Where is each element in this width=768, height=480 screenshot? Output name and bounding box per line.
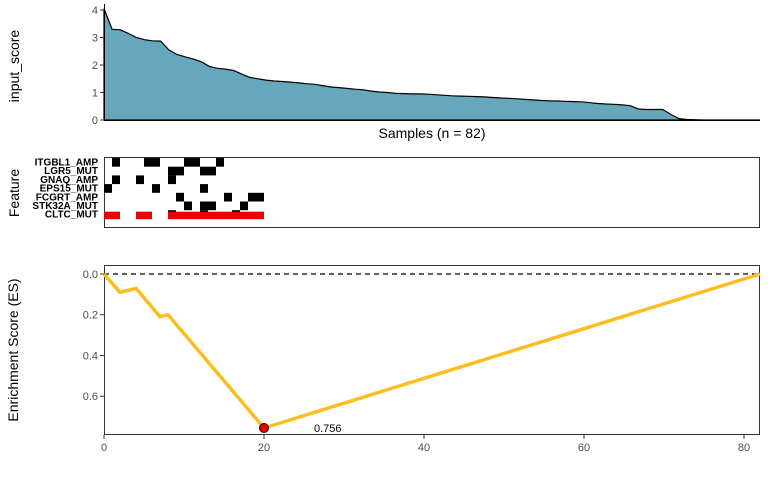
feature-hit-cell <box>176 166 184 176</box>
score-y-axis-title: input_score <box>6 30 22 103</box>
es-x-tick-label: 80 <box>738 442 750 454</box>
es-panel-frame <box>104 265 760 435</box>
feature-hit-cell <box>184 201 192 211</box>
feature-label: CLTC_MUT <box>45 210 98 221</box>
feature-labels: ITGBL1_AMPLGR5_MUTGNAQ_AMPEPS15_MUTFCGRT… <box>32 158 98 221</box>
feature-hit-cell <box>168 175 176 185</box>
feature-label: FCGRT_AMP <box>36 192 99 203</box>
es-ticks: 0.0 0.2 0.4 0.6 0 20 40 60 80 <box>83 269 750 454</box>
es-y-tick-label: 0.0 <box>83 269 98 281</box>
feature-hit-cell <box>136 175 144 185</box>
feature-highlight-cell <box>216 211 224 220</box>
feature-highlight-cell <box>136 211 144 220</box>
es-y-tick-label: 0.2 <box>83 310 98 322</box>
feature-hit-cell <box>200 166 208 176</box>
feature-highlight-cell <box>224 211 232 220</box>
feature-hit-cell <box>184 158 192 167</box>
feature-hit-cell <box>208 166 216 176</box>
es-x-tick-label: 40 <box>418 442 430 454</box>
es-x-tick-label: 60 <box>578 442 590 454</box>
feature-highlight-cell <box>184 211 192 220</box>
score-area <box>103 8 760 121</box>
feature-hit-cell <box>104 184 112 193</box>
es-x-tick-label: 0 <box>101 442 107 454</box>
feature-panel: ITGBL1_AMPLGR5_MUTGNAQ_AMPEPS15_MUTFCGRT… <box>6 157 760 228</box>
feature-highlight-cell <box>200 211 208 220</box>
feature-hit-cell <box>168 166 176 176</box>
feature-highlight-cell <box>192 211 200 220</box>
score-y-tick-label: 3 <box>92 33 98 45</box>
es-peak-label: 0.756 <box>314 423 342 435</box>
feature-hit-cell <box>216 158 224 167</box>
score-y-tick-label: 1 <box>92 88 98 100</box>
feature-highlight-cell <box>176 211 184 220</box>
feature-hit-cell <box>112 175 120 185</box>
feature-label: ITGBL1_AMP <box>35 158 99 169</box>
feature-label: LGR5_MUT <box>44 166 98 177</box>
feature-hit-cell <box>200 184 208 193</box>
es-x-tick-label: 20 <box>258 442 270 454</box>
feature-highlight-cell <box>240 211 248 220</box>
es-panel: 0.0 0.2 0.4 0.6 0 20 40 60 80 0.756 Enrichment S… <box>5 265 761 454</box>
feature-hit-cell <box>192 158 200 167</box>
score-y-tick-label: 4 <box>92 5 98 17</box>
es-y-tick-label: 0.6 <box>83 391 98 403</box>
feature-hit-cell <box>200 201 208 211</box>
score-panel: 0 1 2 3 4 input_score Samples (n = 82) <box>6 4 760 141</box>
feature-hit-cell <box>144 158 152 167</box>
feature-label: GNAQ_AMP <box>40 175 98 186</box>
score-y-tick-label: 2 <box>92 60 98 72</box>
feature-hit-cell <box>224 192 232 202</box>
feature-hit-cell <box>176 192 184 202</box>
score-y-ticks: 0 1 2 3 4 <box>92 5 104 127</box>
feature-label: EPS15_MUT <box>40 184 98 195</box>
feature-hit-cell <box>152 184 160 193</box>
feature-highlight-cell <box>248 211 256 220</box>
feature-highlight-cell <box>104 211 112 220</box>
feature-hit-cell <box>112 158 120 167</box>
feature-hit-cell <box>152 158 160 167</box>
feature-highlight-cell <box>144 211 152 220</box>
es-peak-point <box>259 423 269 433</box>
feature-highlight-cell <box>112 211 120 220</box>
feature-hit-cell <box>208 201 216 211</box>
feature-highlight-cell <box>208 211 216 220</box>
es-y-tick-label: 0.4 <box>83 350 98 362</box>
feature-y-axis-title: Feature <box>6 169 22 217</box>
feature-label: STK32A_MUT <box>32 201 98 212</box>
es-y-axis-title: Enrichment Score (ES) <box>5 278 21 421</box>
score-x-axis-title: Samples (n = 82) <box>379 125 486 141</box>
feature-hit-cell <box>256 192 264 202</box>
feature-hit-cell <box>248 192 256 202</box>
feature-highlight-cell <box>256 211 264 220</box>
feature-hit-cell <box>240 201 248 211</box>
score-y-tick-label: 0 <box>92 115 98 127</box>
feature-highlight-cell <box>168 211 176 220</box>
feature-highlight-cell <box>232 211 240 220</box>
feature-cells <box>104 158 264 220</box>
